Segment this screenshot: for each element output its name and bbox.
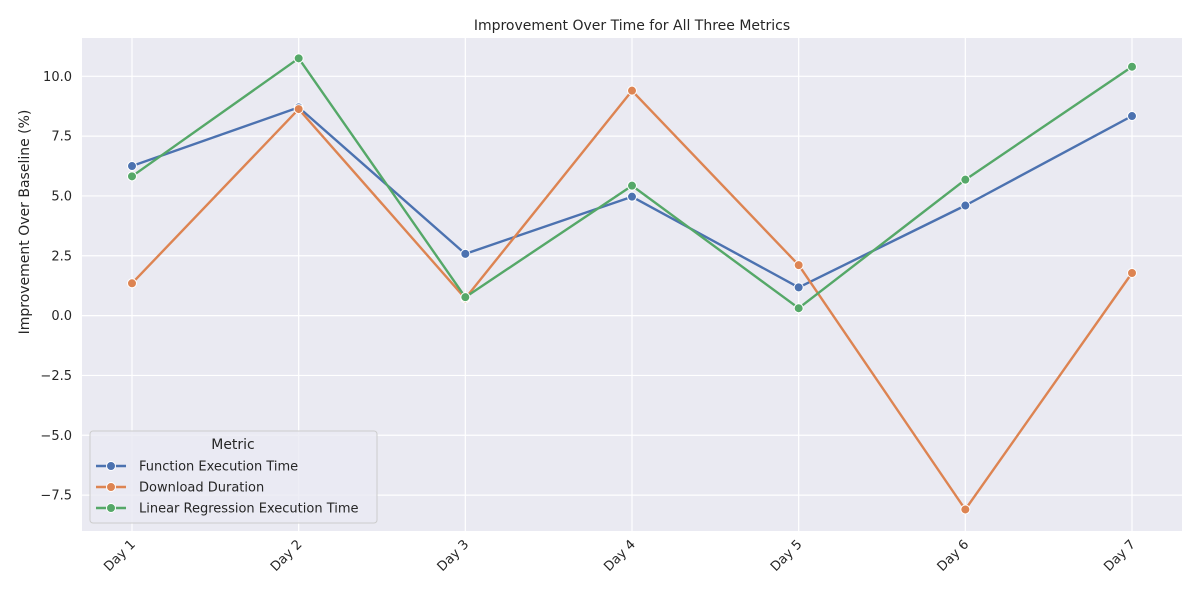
y-tick-label: 2.5 [51,249,72,264]
legend-label: Linear Regression Execution Time [139,502,359,517]
y-tick-label: 7.5 [51,130,72,145]
x-tick-labels: Day 1 Day 2 Day 3 Day 4 Day 5 Day 6 Day 7 [101,537,1139,575]
data-point [293,104,304,115]
x-tick-label: Day 6 [935,537,973,575]
x-tick-label: Day 2 [268,537,306,575]
y-axis-label: Improvement Over Baseline (%) [17,110,33,335]
y-tick-label: −7.5 [40,489,72,504]
data-point [793,303,804,314]
x-tick-label: Day 5 [768,537,806,575]
x-tick-label: Day 7 [1101,537,1139,575]
legend-marker [106,503,116,513]
data-point [1127,268,1137,279]
legend: Metric Function Execution Time Download D… [89,430,378,524]
data-point [960,174,971,185]
data-point [460,292,471,303]
series-lines [127,53,1137,515]
data-point [127,171,137,182]
legend-marker [106,461,116,471]
legend-marker [106,482,116,492]
x-tick-label: Day 4 [601,537,639,575]
data-point [127,161,137,172]
data-point [1127,61,1137,72]
y-tick-label: 5.0 [51,189,72,204]
legend-title: Metric [211,437,255,453]
data-point [627,85,637,96]
data-point [793,282,804,293]
legend-box [89,430,378,524]
data-point [793,260,804,271]
x-tick-label: Day 1 [101,537,139,575]
data-point [460,248,471,259]
y-tick-label: −5.0 [40,429,72,444]
x-tick-label: Day 3 [435,537,473,575]
data-point [627,191,637,202]
data-point [293,53,304,64]
y-tick-labels: −7.5 −5.0 −2.5 0.0 2.5 5.0 7.5 10.0 [40,70,72,504]
grid [82,38,1182,531]
data-point [960,200,971,211]
chart-title: Improvement Over Time for All Three Metr… [474,18,790,34]
data-point [960,504,971,515]
y-tick-label: 0.0 [51,309,72,324]
legend-items: Function Execution Time Download Duration… [96,460,359,517]
legend-label: Download Duration [139,481,264,496]
y-tick-label: −2.5 [40,369,72,384]
data-point [1127,111,1137,122]
data-point [127,278,137,289]
data-point [627,180,637,191]
legend-label: Function Execution Time [139,460,298,475]
y-tick-label: 10.0 [43,70,72,85]
